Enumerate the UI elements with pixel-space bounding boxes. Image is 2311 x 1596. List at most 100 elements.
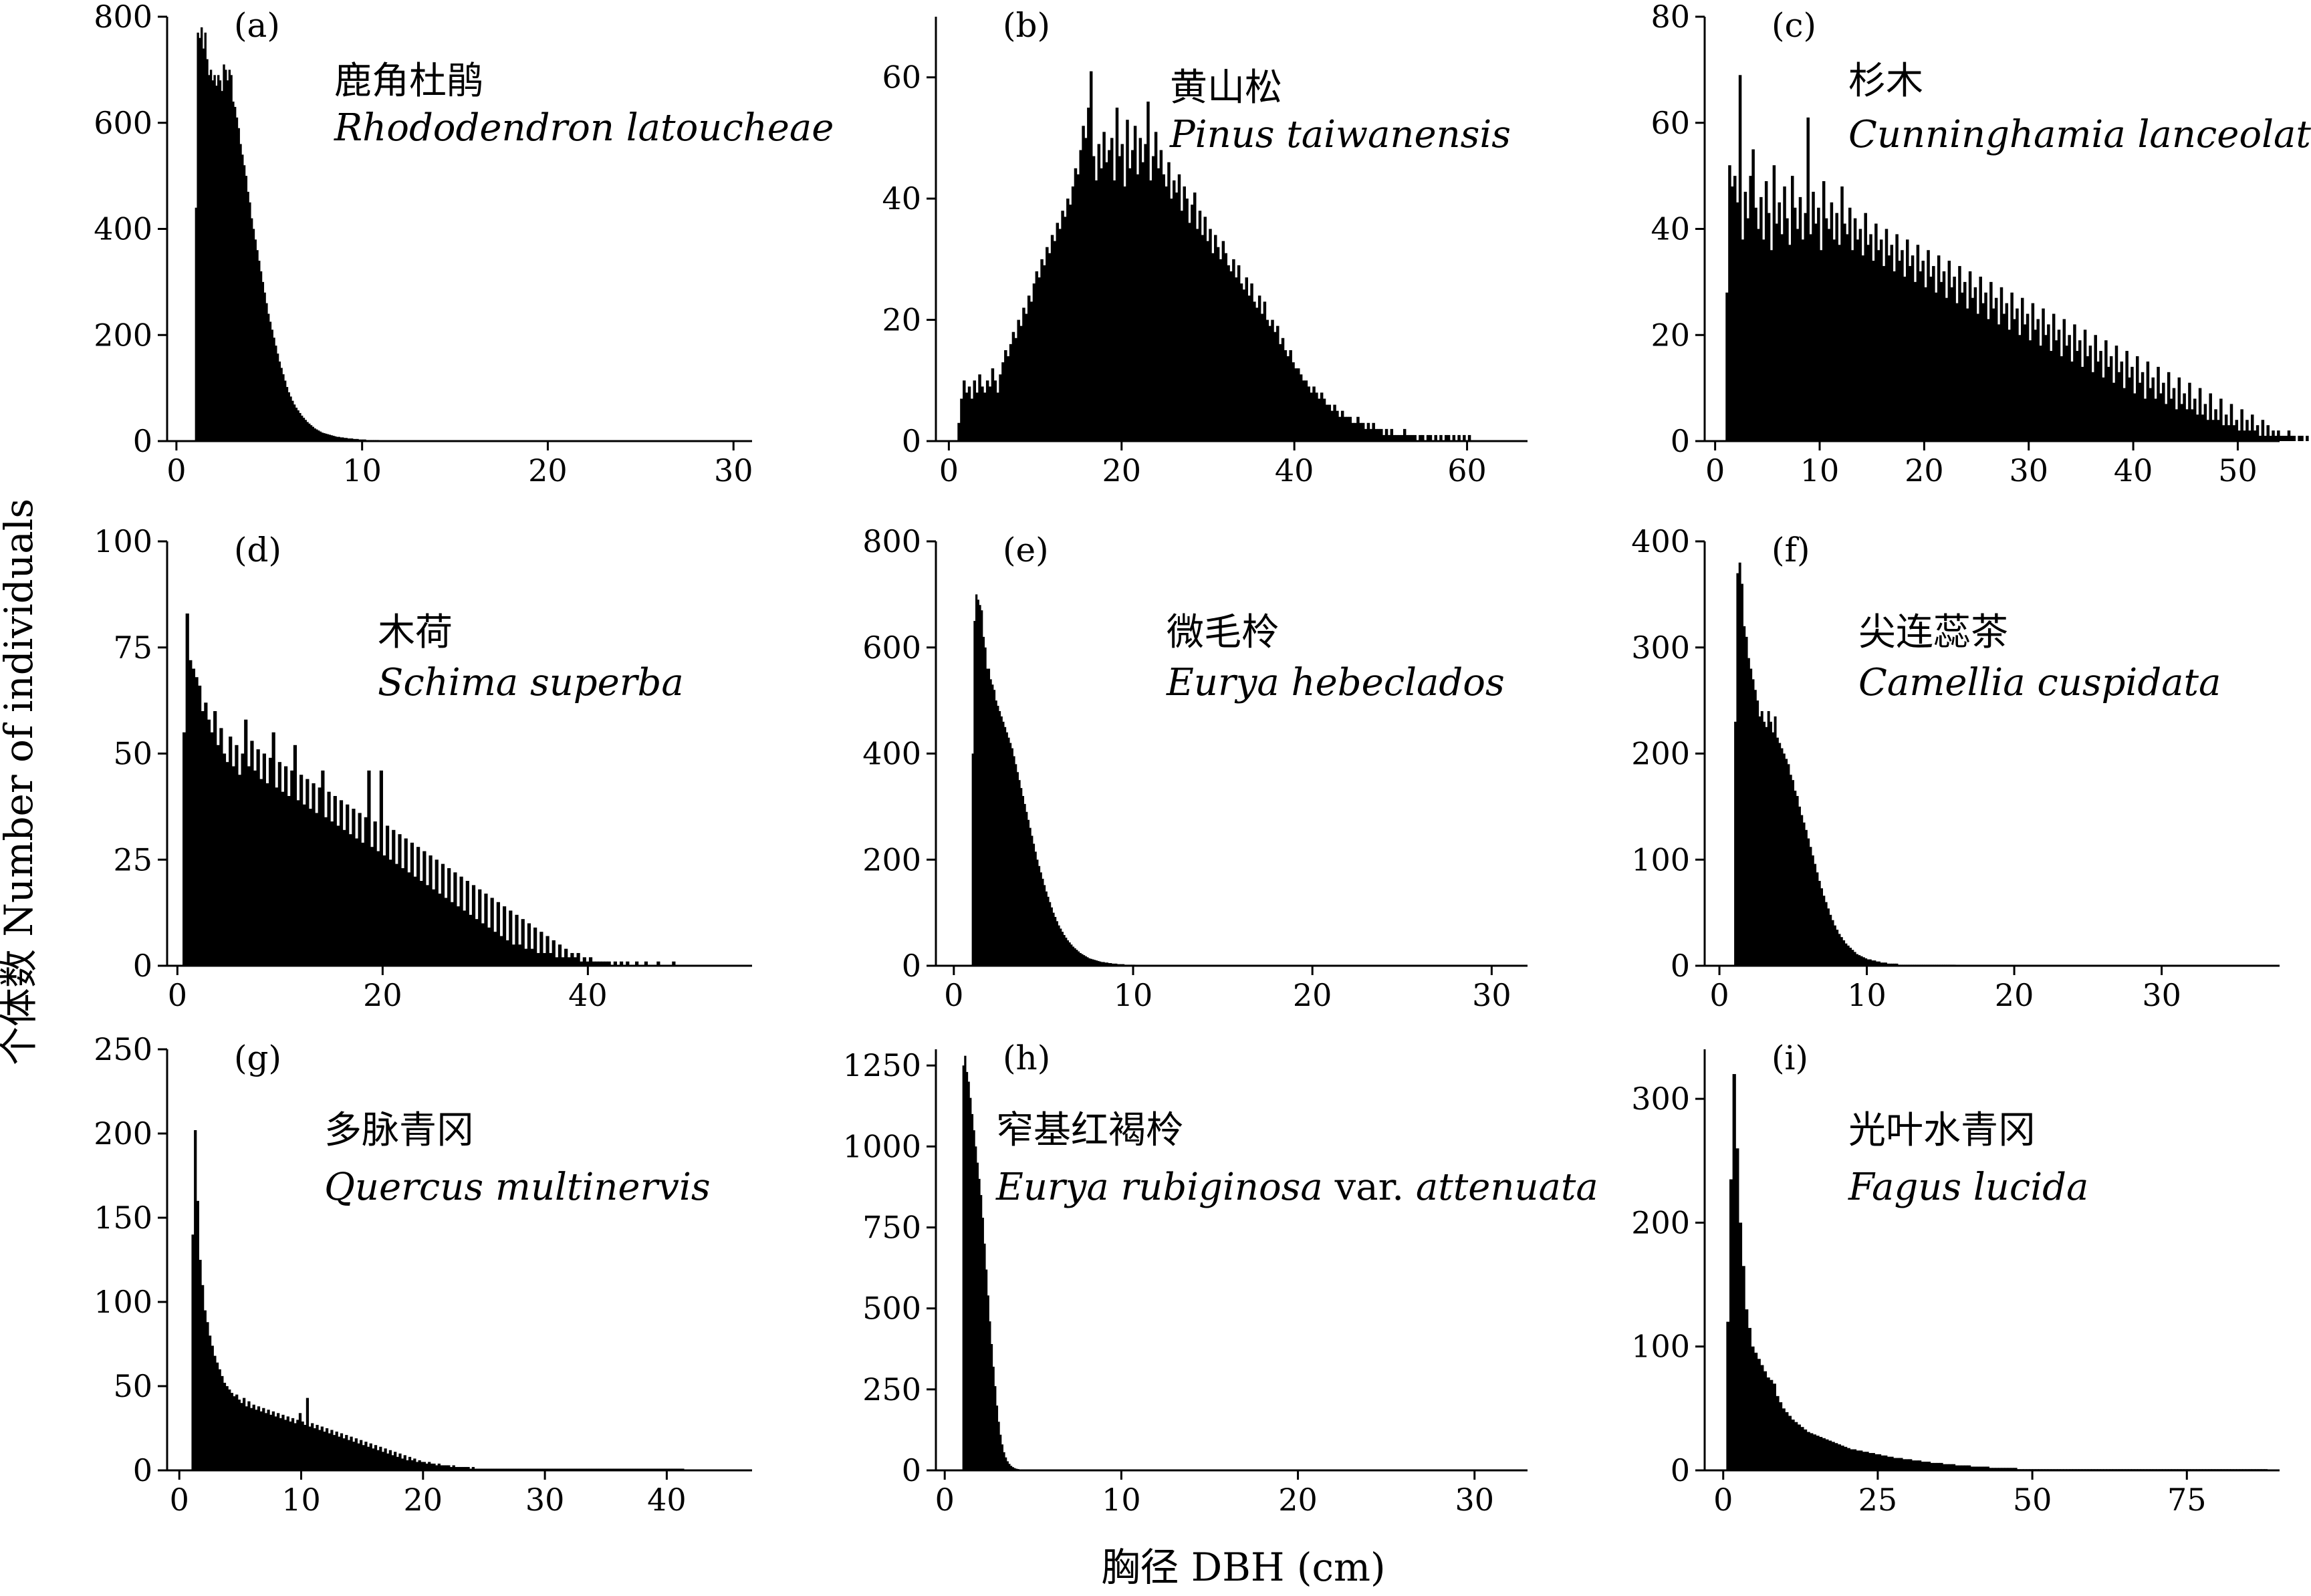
histogram-bar	[2026, 313, 2030, 441]
histogram-bar	[425, 1463, 429, 1470]
histogram-bar	[1005, 1457, 1007, 1470]
histogram-bar	[979, 605, 981, 966]
histogram-bar	[276, 354, 279, 441]
histogram-bar	[644, 961, 648, 966]
histogram-bar	[1794, 791, 1797, 966]
histogram-bar	[573, 957, 578, 966]
histogram-bar	[1188, 223, 1191, 441]
histogram-bar	[1219, 259, 1223, 441]
histogram-bar	[1859, 1450, 1863, 1470]
histogram-bar	[416, 847, 420, 966]
histogram-bar	[1906, 239, 1909, 442]
histogram-bar	[1882, 266, 1886, 441]
histogram-bar	[386, 1453, 390, 1470]
histogram-bar	[284, 766, 288, 966]
histogram-bar	[1951, 1464, 1956, 1470]
histogram-bar	[213, 1355, 217, 1470]
panel-label: (b)	[1003, 6, 1050, 45]
histogram-bar	[1921, 1462, 1925, 1470]
histogram-bar	[1787, 764, 1790, 966]
histogram-bar	[1860, 956, 1863, 966]
histogram-bar	[2269, 436, 2272, 441]
histogram-bar	[271, 329, 273, 441]
histogram-bar	[2091, 372, 2095, 441]
histogram-bar	[588, 957, 593, 966]
histogram-bar	[343, 438, 346, 441]
histogram-bar	[308, 809, 313, 966]
histogram-bar	[2195, 414, 2199, 441]
histogram-bar	[991, 684, 994, 966]
histogram-bar	[1097, 144, 1101, 441]
histogram-bar	[2023, 324, 2027, 442]
histogram-bar	[2018, 335, 2022, 441]
species-latin-binomial: Quercus multinervis	[324, 1166, 711, 1209]
histogram-bar	[286, 1416, 289, 1470]
histogram-bar	[1747, 658, 1750, 966]
histogram-bar	[269, 1414, 273, 1470]
histogram-bar	[1260, 313, 1264, 441]
histogram-bar	[1749, 176, 1752, 442]
histogram-bar	[2261, 420, 2265, 441]
histogram-bar	[464, 1466, 468, 1470]
histogram-bar	[257, 1406, 261, 1470]
histogram-bar	[1887, 255, 1891, 441]
histogram-bar	[960, 398, 963, 441]
histogram-bar	[1076, 174, 1080, 441]
histogram-bar	[338, 1436, 341, 1470]
histogram-bar	[1930, 1462, 1934, 1470]
histogram-bar	[1788, 245, 1792, 441]
histogram-bar	[1048, 902, 1052, 966]
y-tick-label: 0	[902, 948, 921, 984]
histogram-bar	[981, 1218, 984, 1470]
x-tick-label: 30	[1472, 977, 1511, 1013]
histogram-bar	[241, 753, 245, 966]
x-tick-label: 30	[1455, 1482, 1494, 1518]
histogram-bar	[1965, 308, 1969, 441]
histogram-bar	[308, 1426, 312, 1470]
histogram-bar	[2112, 382, 2116, 441]
histogram-bar	[1782, 753, 1786, 966]
histogram-bar	[1782, 1408, 1786, 1470]
histogram-bar	[194, 1129, 197, 1470]
histogram-bar	[1034, 851, 1037, 966]
histogram-bar	[564, 948, 568, 966]
histogram-bar	[258, 261, 261, 442]
histogram-bar	[1846, 945, 1850, 966]
histogram-bar	[281, 1414, 285, 1470]
histogram-bar	[1853, 218, 1857, 442]
histogram-bar	[1242, 289, 1246, 441]
histogram-bar	[2034, 329, 2038, 441]
histogram-bar	[191, 1234, 195, 1470]
histogram-bar	[2287, 430, 2291, 442]
histogram-bar	[1250, 283, 1253, 441]
histogram-bar	[1047, 896, 1050, 966]
histogram-bar	[502, 906, 507, 966]
histogram-bar	[2222, 425, 2225, 441]
histogram-bar	[527, 923, 531, 966]
histogram-bar	[2013, 319, 2016, 441]
histogram-bar	[1743, 191, 1747, 441]
histogram-bar	[1235, 277, 1238, 441]
histogram-bar	[1063, 934, 1066, 966]
histogram-bar	[1336, 410, 1339, 441]
histogram-bar	[980, 1195, 983, 1470]
histogram-bar	[2235, 420, 2239, 441]
histogram-bar	[1343, 416, 1347, 441]
histogram-bar	[1736, 573, 1739, 966]
histogram-bar	[201, 1285, 205, 1470]
histogram-bar	[1257, 295, 1261, 441]
histogram-bar	[2052, 313, 2056, 441]
histogram-bar	[296, 800, 300, 966]
histogram-bar	[2120, 361, 2124, 441]
histogram-bar	[1738, 562, 1741, 966]
histogram-bar	[1796, 229, 1800, 441]
histogram-bar	[1001, 362, 1005, 441]
histogram-bar	[1933, 1462, 1937, 1470]
histogram-bar	[1995, 1468, 1999, 1470]
histogram-bar	[299, 412, 301, 441]
histogram-bar	[1794, 1422, 1798, 1470]
histogram-bar	[304, 420, 307, 441]
histogram-bar	[1856, 1450, 1860, 1470]
histogram-bar	[1359, 422, 1362, 441]
species-latin-binomial: Cunninghamia lanceolata	[1848, 113, 2311, 156]
